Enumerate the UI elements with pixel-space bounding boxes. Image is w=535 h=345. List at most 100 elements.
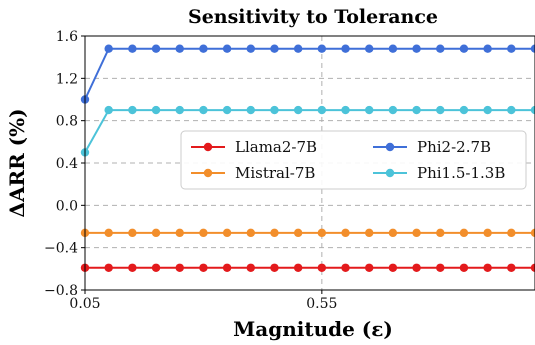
legend-label: Phi1.5-1.3B	[417, 164, 505, 182]
data-point	[317, 105, 327, 115]
y-axis-label: ΔARR (%)	[5, 108, 29, 217]
data-point	[199, 44, 208, 53]
data-point	[483, 44, 492, 53]
data-point	[412, 263, 421, 272]
data-point	[365, 228, 374, 238]
data-point	[175, 105, 184, 115]
data-point	[246, 105, 255, 115]
chart-title: Sensitivity to Tolerance	[188, 6, 438, 28]
data-point	[317, 44, 327, 53]
x-axis-label: Magnitude (ε)	[233, 317, 393, 341]
legend: Llama2-7B Mistral-7B Phi2-2.7B Phi1.5-1.3B	[180, 130, 527, 190]
legend-marker	[203, 168, 213, 178]
data-point	[175, 228, 184, 238]
data-point	[436, 228, 445, 238]
data-point	[270, 263, 279, 272]
data-point	[436, 263, 445, 272]
data-point	[104, 263, 113, 272]
data-point	[459, 44, 469, 53]
ticks: −0.8 −0.4 0.0 0.4 0.8 1.2 1.6 0.05 0.55	[44, 29, 337, 312]
data-point	[412, 228, 421, 238]
legend-entry: Phi1.5-1.3B	[373, 164, 505, 182]
data-point	[365, 105, 374, 115]
data-point	[530, 228, 535, 238]
legend-label: Phi2-2.7B	[417, 138, 491, 156]
data-point	[128, 263, 137, 272]
data-point	[293, 105, 303, 115]
data-point	[104, 44, 113, 53]
data-point	[104, 228, 113, 238]
data-point	[341, 228, 350, 238]
legend-entry: Phi2-2.7B	[373, 138, 491, 156]
series-phi1-5-1-3b	[80, 105, 535, 157]
data-point	[507, 263, 516, 272]
data-point	[104, 105, 113, 115]
legend-marker	[203, 142, 213, 152]
data-point	[175, 263, 184, 272]
data-point	[507, 228, 516, 238]
data-point	[483, 228, 492, 238]
legend-entry: Llama2-7B	[191, 138, 317, 156]
data-point	[270, 105, 279, 115]
data-point	[388, 228, 398, 238]
data-point	[293, 228, 303, 238]
data-point	[128, 228, 137, 238]
data-point	[365, 263, 374, 272]
data-point	[388, 105, 398, 115]
data-point	[246, 263, 255, 272]
data-point	[459, 228, 469, 238]
data-point	[293, 263, 303, 272]
data-point	[507, 105, 516, 115]
y-tick-label: −0.4	[44, 241, 78, 257]
data-point	[483, 105, 492, 115]
data-point	[412, 44, 421, 53]
data-point	[388, 44, 398, 53]
legend-label: Llama2-7B	[235, 138, 317, 156]
y-tick-label: 1.6	[56, 29, 78, 45]
data-point	[128, 105, 137, 115]
data-point	[412, 105, 421, 115]
data-point	[317, 228, 327, 238]
legend-label: Mistral-7B	[235, 164, 315, 182]
data-point	[436, 44, 445, 53]
y-tick-label: −0.8	[44, 283, 78, 299]
x-tick-label: 0.05	[69, 296, 100, 312]
data-point	[151, 228, 161, 238]
data-point	[459, 105, 469, 115]
series-line	[84, 47, 535, 100]
data-point	[246, 44, 255, 53]
data-point	[530, 44, 535, 53]
data-point	[199, 228, 208, 238]
data-point	[270, 44, 279, 53]
series-llama2-7b	[80, 263, 535, 272]
legend-entry: Mistral-7B	[191, 164, 315, 182]
y-tick-label: 0.4	[56, 156, 78, 172]
y-tick-label: 1.2	[56, 71, 78, 87]
y-tick-label: 0.8	[56, 114, 78, 130]
legend-box	[180, 130, 527, 190]
data-point	[341, 44, 350, 53]
data-point	[388, 263, 398, 272]
series-layer	[80, 44, 535, 272]
data-point	[483, 263, 492, 272]
data-point	[317, 263, 327, 272]
data-point	[222, 228, 232, 238]
data-point	[459, 263, 469, 272]
legend-marker	[385, 142, 395, 152]
data-point	[222, 105, 232, 115]
data-point	[151, 105, 161, 115]
data-point	[341, 105, 350, 115]
data-point	[365, 44, 374, 53]
data-point	[436, 105, 445, 115]
data-point	[199, 105, 208, 115]
data-point	[199, 263, 208, 272]
legend-marker	[385, 168, 395, 178]
x-tick-label: 0.55	[306, 296, 337, 312]
data-point	[530, 105, 535, 115]
data-point	[341, 263, 350, 272]
data-point	[151, 44, 161, 53]
data-point	[151, 263, 161, 272]
data-point	[270, 228, 279, 238]
data-point	[507, 44, 516, 53]
